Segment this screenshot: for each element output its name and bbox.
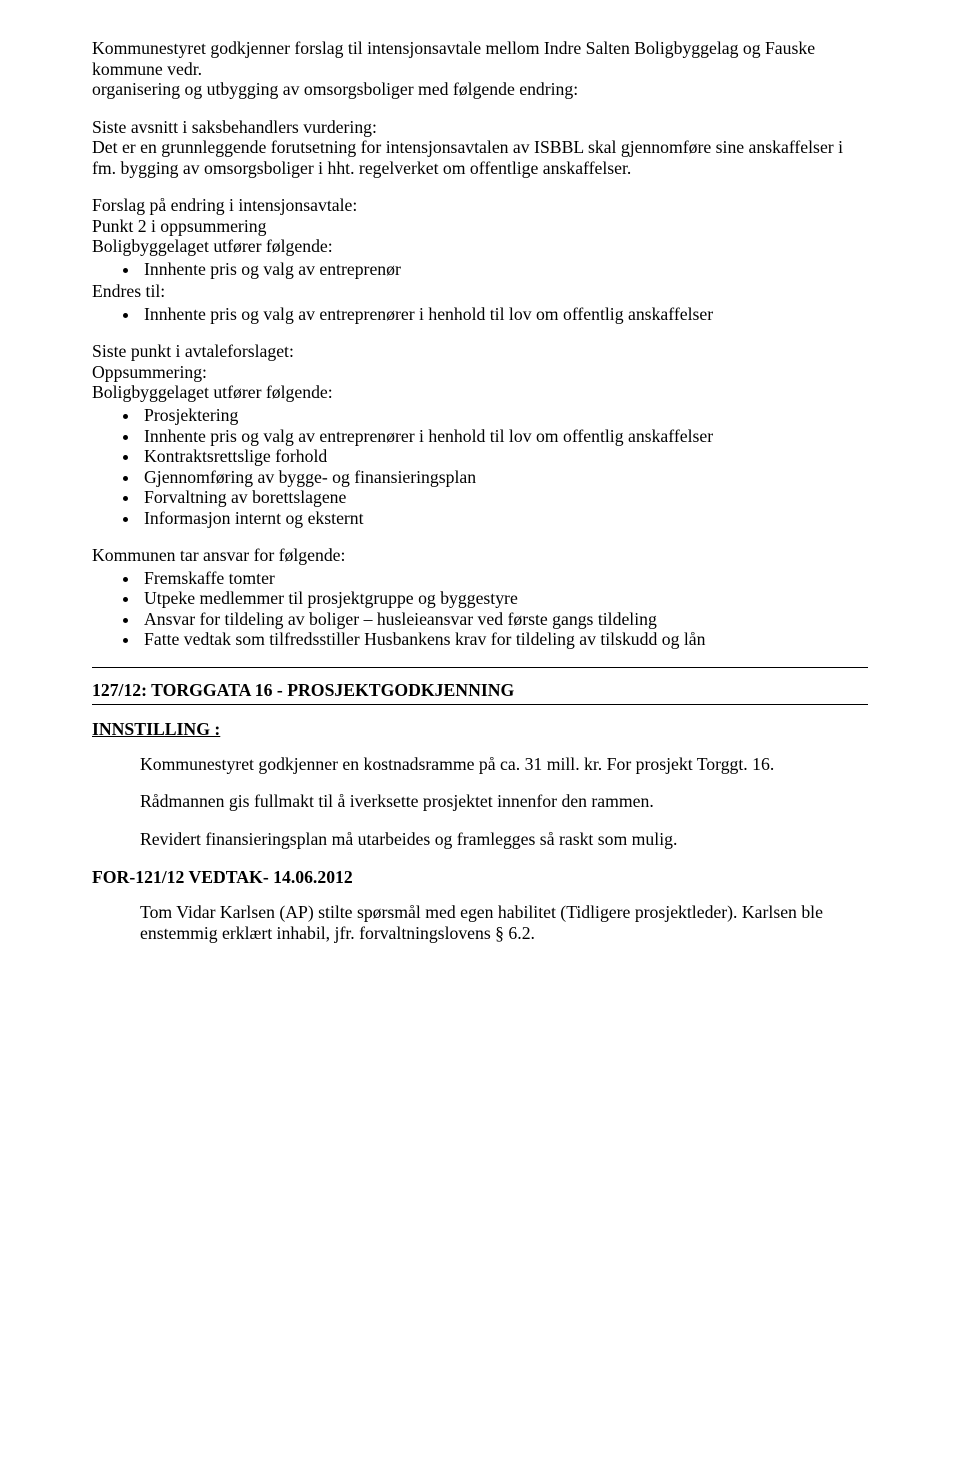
paragraph: Siste punkt i avtaleforslaget: [92,341,868,362]
document-page: Kommunestyret godkjenner forslag til int… [0,0,960,1460]
paragraph: Siste avsnitt i saksbehandlers vurdering… [92,117,868,138]
paragraph: Kommunen tar ansvar for følgende: [92,545,868,566]
paragraph: Tom Vidar Karlsen (AP) stilte spørsmål m… [140,902,868,943]
list-item: Innhente pris og valg av entreprenører i… [140,304,868,325]
paragraph: Forslag på endring i intensjonsavtale: [92,195,868,216]
paragraph: Oppsummering: [92,362,868,383]
bullet-list: Innhente pris og valg av entreprenør [92,259,868,280]
paragraph: Boligbyggelaget utfører følgende: [92,236,868,257]
paragraph: Punkt 2 i oppsummering [92,216,868,237]
paragraph: Kommunestyret godkjenner en kostnadsramm… [140,754,868,775]
list-item: Forvaltning av borettslagene [140,487,868,508]
subsection-heading: INNSTILLING : [92,719,868,740]
list-item: Informasjon internt og eksternt [140,508,868,529]
list-item: Kontraktsrettslige forhold [140,446,868,467]
indented-block: Kommunestyret godkjenner en kostnadsramm… [140,754,868,850]
paragraph: Boligbyggelaget utfører følgende: [92,382,868,403]
paragraph: Det er en grunnleggende forutsetning for… [92,137,868,178]
list-item: Fatte vedtak som tilfredsstiller Husbank… [140,629,868,650]
paragraph: Revidert finansieringsplan må utarbeides… [140,829,868,850]
list-item: Innhente pris og valg av entreprenør [140,259,868,280]
list-item: Gjennomføring av bygge- og finansierings… [140,467,868,488]
divider [92,667,868,668]
paragraph: Endres til: [92,281,868,302]
bullet-list: Fremskaffe tomter Utpeke medlemmer til p… [92,568,868,650]
list-item: Prosjektering [140,405,868,426]
list-item: Utpeke medlemmer til prosjektgruppe og b… [140,588,868,609]
section-heading: FOR-121/12 VEDTAK- 14.06.2012 [92,867,868,888]
paragraph: Kommunestyret godkjenner forslag til int… [92,38,868,79]
divider [92,704,868,705]
paragraph: organisering og utbygging av omsorgsboli… [92,79,868,100]
section-heading: 127/12: TORGGATA 16 - PROSJEKTGODKJENNIN… [92,680,868,701]
indented-block: Tom Vidar Karlsen (AP) stilte spørsmål m… [140,902,868,943]
paragraph: Rådmannen gis fullmakt til å iverksette … [140,791,868,812]
list-item: Innhente pris og valg av entreprenører i… [140,426,868,447]
list-item: Ansvar for tildeling av boliger – huslei… [140,609,868,630]
list-item: Fremskaffe tomter [140,568,868,589]
bullet-list: Prosjektering Innhente pris og valg av e… [92,405,868,528]
bullet-list: Innhente pris og valg av entreprenører i… [92,304,868,325]
